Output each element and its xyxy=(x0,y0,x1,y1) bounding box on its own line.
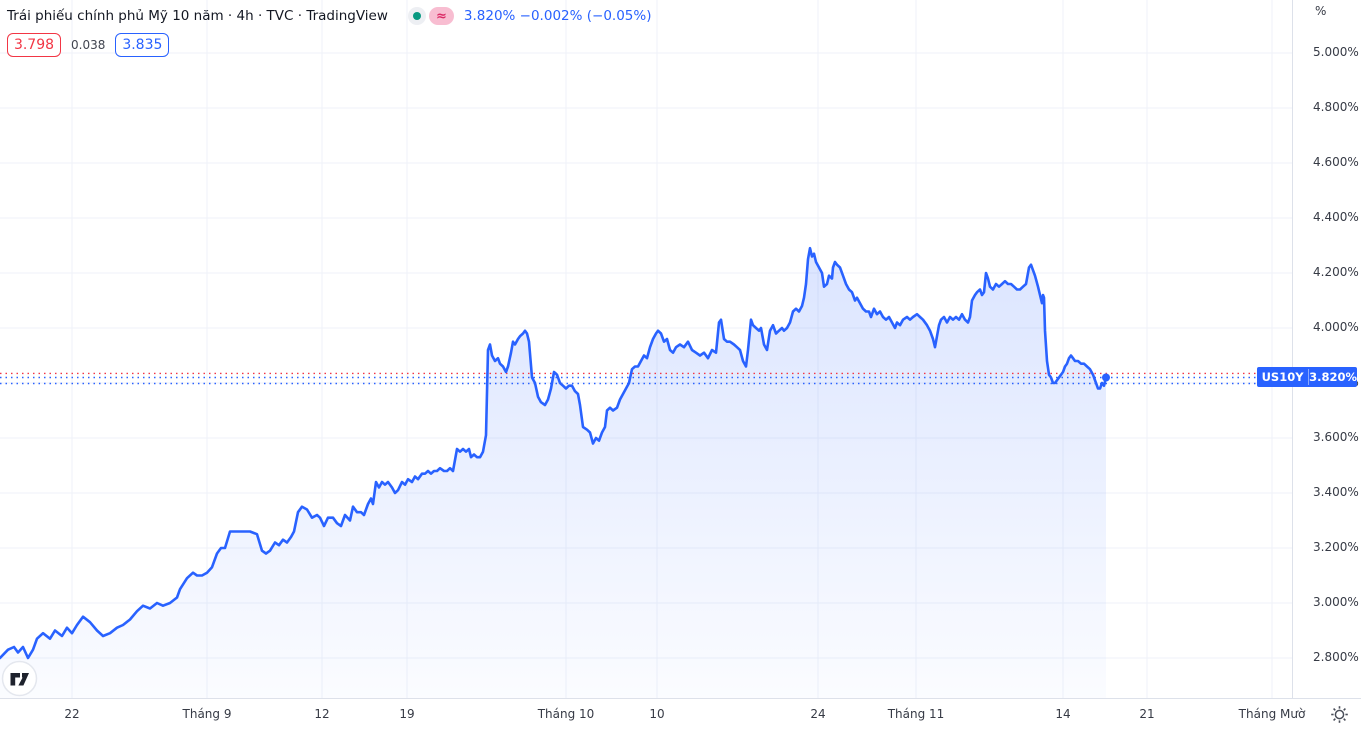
label-divider xyxy=(1308,369,1310,385)
bid-ask-row: 3.798 0.038 3.835 xyxy=(7,32,651,57)
last-price-label-value: 3.820% xyxy=(1309,370,1357,384)
time-scale-label: Tháng Mườ xyxy=(1238,707,1306,721)
time-scale[interactable]: 22 Tháng 9 12 19 Tháng 10 10 24 Tháng 11 14 21 Thá… xyxy=(0,698,1361,732)
symbol-title[interactable]: Trái phiếu chính phủ Mỹ 10 năm · 4h · TV… xyxy=(7,8,388,24)
time-scale-label: 14 xyxy=(1055,707,1071,721)
time-scale-label: 19 xyxy=(399,707,415,721)
price-scale-label: 3.400% xyxy=(1313,485,1359,499)
last-price-label-symbol: US10Y xyxy=(1261,370,1304,384)
time-scale-label: Tháng 11 xyxy=(887,707,945,721)
last-price-label: US10Y 3.820% xyxy=(1257,367,1357,387)
chart-legend: Trái phiếu chính phủ Mỹ 10 năm · 4h · TV… xyxy=(7,6,651,57)
price-scale-label: 4.400% xyxy=(1313,210,1359,224)
market-status-icon[interactable] xyxy=(407,7,426,25)
last-point-dot xyxy=(1102,373,1110,382)
price-scale-unit: % xyxy=(1315,4,1327,18)
gear-icon[interactable] xyxy=(1330,705,1349,724)
price-chart-plot[interactable] xyxy=(0,0,1292,698)
time-scale-label: 10 xyxy=(649,707,665,721)
time-scale-label: Tháng 10 xyxy=(537,707,595,721)
price-scale-label: 3.600% xyxy=(1313,430,1359,444)
delayed-data-icon[interactable]: ≈ xyxy=(428,7,454,25)
price-scale-label: 4.800% xyxy=(1313,100,1359,114)
last-price-change: 3.820% −0.002% (−0.05%) xyxy=(463,8,652,24)
price-scale-label: 3.200% xyxy=(1313,540,1359,554)
price-scale-label: 4.200% xyxy=(1313,265,1359,279)
tradingview-logo[interactable] xyxy=(1,660,38,697)
price-scale-label: 4.000% xyxy=(1313,320,1359,334)
price-line-series[interactable] xyxy=(0,246,1108,660)
legend-title-row: Trái phiếu chính phủ Mỹ 10 năm · 4h · TV… xyxy=(7,6,651,26)
ask-price-box[interactable]: 3.835 xyxy=(115,32,170,57)
area-fill xyxy=(0,248,1106,698)
time-scale-label: 24 xyxy=(810,707,826,721)
spread-value: 0.038 xyxy=(71,37,106,52)
time-scale-label: 12 xyxy=(314,707,330,721)
price-scale-label: 4.600% xyxy=(1313,155,1359,169)
price-scale-label: 5.000% xyxy=(1313,45,1359,59)
price-scale-label: 2.800% xyxy=(1313,650,1359,664)
bid-price-box[interactable]: 3.798 xyxy=(7,32,61,57)
price-scale[interactable]: % 5.000% 4.800% 4.600% 4.400% 4.200% 4.000% 3.… xyxy=(1292,0,1361,698)
price-scale-label: 3.000% xyxy=(1313,595,1359,609)
market-open-dot-icon xyxy=(412,12,421,20)
time-scale-label: 21 xyxy=(1139,707,1155,721)
time-scale-label: 22 xyxy=(64,707,80,721)
time-scale-label: Tháng 9 xyxy=(182,707,232,721)
